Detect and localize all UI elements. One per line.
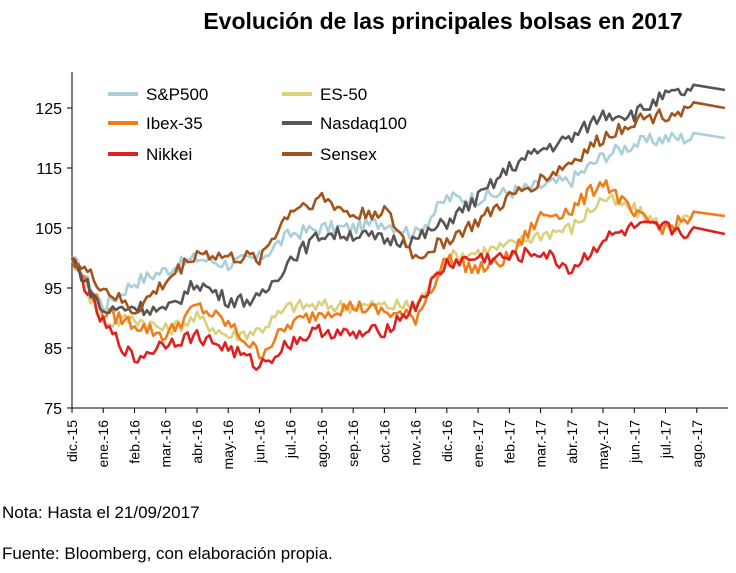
chart-title: Evolución de las principales bolsas en 2…	[203, 8, 683, 34]
y-tick-label: 85	[44, 341, 62, 358]
y-tick-label: 75	[44, 401, 62, 418]
y-tick-label: 125	[35, 101, 62, 118]
x-tick-label: jul.-17	[658, 420, 674, 459]
x-tick-label: dic.-15	[64, 420, 80, 462]
legend-label: Sensex	[320, 145, 377, 164]
x-tick-label: ene.-17	[470, 420, 486, 468]
x-tick-label: may.-16	[220, 420, 236, 470]
legend-label: Ibex-35	[146, 114, 203, 133]
series-line-nikkei	[71, 220, 726, 372]
x-tick-label: jun.-17	[626, 420, 642, 464]
series-line-nasdaq100	[70, 83, 726, 317]
legend-label: Nasdaq100	[320, 114, 407, 133]
x-tick-label: abr.-17	[564, 420, 580, 464]
x-tick-label: mar.-17	[533, 420, 549, 468]
x-tick-label: oct.-16	[376, 420, 392, 463]
x-tick-label: ago.-16	[314, 420, 330, 468]
x-tick-label: mar.-16	[158, 420, 174, 468]
legend-label: S&P500	[146, 85, 208, 104]
x-tick-label: nov.-16	[408, 420, 424, 466]
chart-source: Fuente: Bloomberg, con elaboración propi…	[2, 544, 333, 563]
x-tick-label: ene.-16	[95, 420, 111, 468]
x-tick-label: sep.-16	[345, 420, 361, 467]
y-tick-label: 115	[36, 161, 62, 178]
series-line-es-50	[70, 193, 726, 342]
x-tick-label: feb.-17	[501, 420, 517, 464]
line-chart: 75 85 95 105 115 125 dic.-15 ene.-16 feb.-16 mar.…	[35, 72, 728, 470]
chart-note: Nota: Hasta el 21/09/2017	[2, 503, 200, 522]
series-line-ibex-35	[70, 179, 726, 360]
y-tick-label: 95	[44, 281, 62, 298]
series-line-sensex	[70, 101, 726, 315]
x-tick-label: may.-17	[595, 420, 611, 470]
legend-label: Nikkei	[146, 145, 192, 164]
x-tick-label: ago.-17	[689, 420, 705, 468]
legend-label: ES-50	[320, 85, 367, 104]
y-tick-label: 105	[35, 221, 62, 238]
x-tick-label: abr.-16	[189, 420, 205, 464]
x-tick-label: jun.-16	[251, 420, 267, 464]
x-tick-label: dic.-16	[439, 420, 455, 462]
x-tick-label: feb.-16	[126, 420, 142, 464]
x-tick-label: jul.-16	[283, 420, 299, 459]
